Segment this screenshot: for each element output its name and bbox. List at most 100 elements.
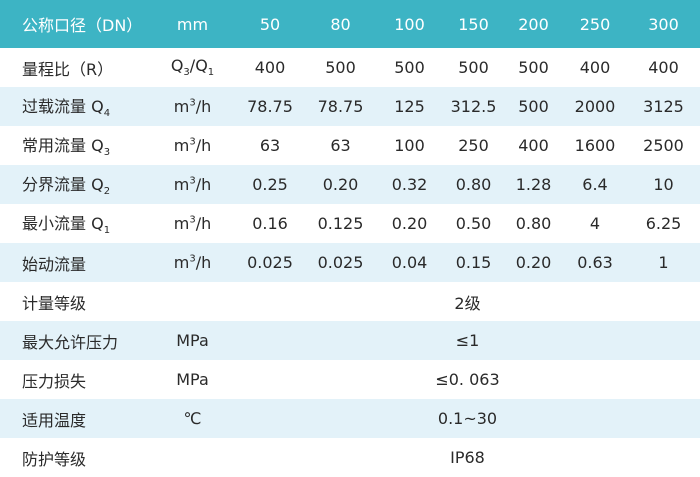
value-cell: 125 (376, 87, 443, 126)
row-label: 防护等级 (22, 449, 87, 469)
value-cell: 400 (518, 136, 549, 155)
value-cell: 0.25 (235, 165, 305, 204)
value-cell: 0.125 (317, 214, 364, 233)
row-label: 始动流量 (0, 243, 150, 282)
value-cell: 500 (504, 87, 563, 126)
value-cell: 0.15 (443, 243, 504, 282)
header-cell: 50 (235, 0, 305, 48)
value-cell: 10 (627, 165, 700, 204)
value-cell: 0.50 (455, 214, 492, 233)
value-cell: 2000 (563, 87, 627, 126)
subscript: 3 (183, 67, 190, 79)
text: m (173, 97, 190, 116)
value-cell: 500 (458, 58, 489, 77)
text: 常用流量 Q (22, 136, 104, 156)
value-cell: 0.20 (305, 165, 376, 204)
table-row: 常用流量 Q3 m3/h 63 63 100 250 400 1600 2500 (0, 126, 700, 165)
value-cell: 500 (394, 58, 425, 77)
unit-cell: m3/h (150, 243, 235, 282)
value-cell: 0.80 (515, 214, 552, 233)
text: m (173, 214, 190, 233)
subscript: 4 (103, 108, 111, 120)
value-cell: 400 (648, 58, 679, 77)
value-cell: 0.32 (376, 165, 443, 204)
value-cell: IP68 (450, 448, 485, 467)
header-cell: 200 (504, 0, 563, 48)
header-row: 公称口径（DN） mm 50 80 100 150 200 250 300 (0, 0, 700, 48)
table-row: 始动流量 m3/h 0.025 0.025 0.04 0.15 0.20 0.63 1 (0, 243, 700, 282)
unit-cell: m3/h (150, 126, 235, 165)
row-label: 最小流量 Q1 (0, 204, 150, 243)
subscript: 1 (207, 67, 215, 79)
unit-cell (150, 438, 235, 477)
superscript: 3 (189, 175, 196, 187)
row-label: 量程比（R） (22, 59, 114, 79)
table-row: 过载流量 Q4 m3/h 78.75 78.75 125 312.5 500 2000 3125 (0, 87, 700, 126)
header-cell: 100 (376, 0, 443, 48)
value-cell: 4 (589, 214, 601, 233)
value-cell: 1600 (574, 136, 616, 155)
header-cell: 公称口径（DN） (0, 0, 150, 48)
value-cell: ≤1 (235, 321, 700, 360)
value-cell: ≤0. 063 (435, 370, 500, 389)
row-label: 压力损失 (22, 371, 87, 391)
value-cell: 78.75 (305, 87, 376, 126)
value-cell: 250 (458, 136, 489, 155)
header-cell: 150 (443, 0, 504, 48)
subscript: 1 (103, 225, 111, 237)
unit-cell: ℃ (150, 399, 235, 438)
row-label: 过载流量 Q4 (0, 87, 150, 126)
superscript: 3 (189, 214, 196, 226)
superscript: 3 (189, 136, 196, 148)
value-cell: 0.1~30 (235, 399, 700, 438)
value-cell: 500 (518, 58, 549, 77)
value-cell: 0.04 (376, 243, 443, 282)
value-cell: 6.4 (563, 165, 627, 204)
superscript: 3 (189, 97, 196, 109)
text: /h (195, 253, 212, 272)
value-cell: 312.5 (443, 87, 504, 126)
header-cell: 300 (627, 0, 700, 48)
unit-cell: m3/h (150, 204, 235, 243)
table-row: 适用温度 ℃ 0.1~30 (0, 399, 700, 438)
table-row: 分界流量 Q2 m3/h 0.25 0.20 0.32 0.80 1.28 6.4 10 (0, 165, 700, 204)
subscript: 3 (103, 147, 111, 159)
text: 最小流量 Q (22, 214, 104, 234)
text: /h (195, 214, 212, 233)
table-row: 最小流量 Q1 m3/h 0.16 0.125 0.20 0.50 0.80 4 6.25 (0, 204, 700, 243)
value-cell: 63 (330, 136, 351, 155)
row-label: 常用流量 Q3 (0, 126, 150, 165)
value-cell: 0.80 (443, 165, 504, 204)
text: /h (195, 136, 212, 155)
text: 分界流量 Q (22, 175, 104, 195)
value-cell: 78.75 (235, 87, 305, 126)
table-row: 压力损失 MPa ≤0. 063 (0, 360, 700, 399)
value-cell: 0.16 (252, 214, 288, 233)
table-row: 量程比（R） Q3/Q1 400 500 500 500 500 400 400 (0, 48, 700, 87)
value-cell: 3125 (627, 87, 700, 126)
value-cell: 2级 (454, 293, 481, 313)
value-cell: 400 (254, 58, 286, 77)
table-row: 计量等级 2级 (0, 282, 700, 321)
row-label: 计量等级 (22, 293, 87, 313)
unit-cell: m3/h (150, 87, 235, 126)
unit-cell: Q3/Q1 (150, 48, 235, 87)
unit-cell: MPa (176, 370, 209, 389)
header-cell: mm (150, 0, 235, 48)
table-row: 最大允许压力 MPa ≤1 (0, 321, 700, 360)
superscript: 3 (189, 253, 196, 265)
row-label: 适用温度 (0, 399, 150, 438)
text: 过载流量 Q (22, 97, 104, 117)
value-cell: 0.63 (563, 243, 627, 282)
header-cell: 80 (305, 0, 376, 48)
value-cell: 2500 (643, 136, 684, 155)
text: m (173, 136, 190, 155)
value-cell: 0.20 (391, 214, 428, 233)
row-label: 分界流量 Q2 (0, 165, 150, 204)
value-cell: 63 (259, 136, 281, 155)
text: /h (195, 175, 212, 194)
value-cell: 100 (394, 136, 425, 155)
value-cell: 6.25 (645, 214, 682, 233)
